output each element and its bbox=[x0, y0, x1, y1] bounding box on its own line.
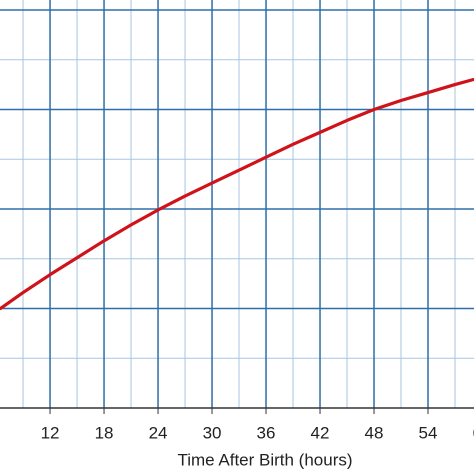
x-tick-label: 12 bbox=[41, 423, 60, 442]
x-tick-label: 48 bbox=[365, 423, 384, 442]
x-tick-label: 60 bbox=[473, 423, 474, 442]
x-axis-title: Time After Birth (hours) bbox=[177, 450, 352, 469]
x-tick-label: 18 bbox=[95, 423, 114, 442]
x-tick-label: 36 bbox=[257, 423, 276, 442]
line bbox=[0, 78, 474, 311]
x-tick-label: 54 bbox=[419, 423, 438, 442]
x-tick-label: 24 bbox=[149, 423, 168, 442]
x-tick-label: 42 bbox=[311, 423, 330, 442]
x-tick-label: 30 bbox=[203, 423, 222, 442]
